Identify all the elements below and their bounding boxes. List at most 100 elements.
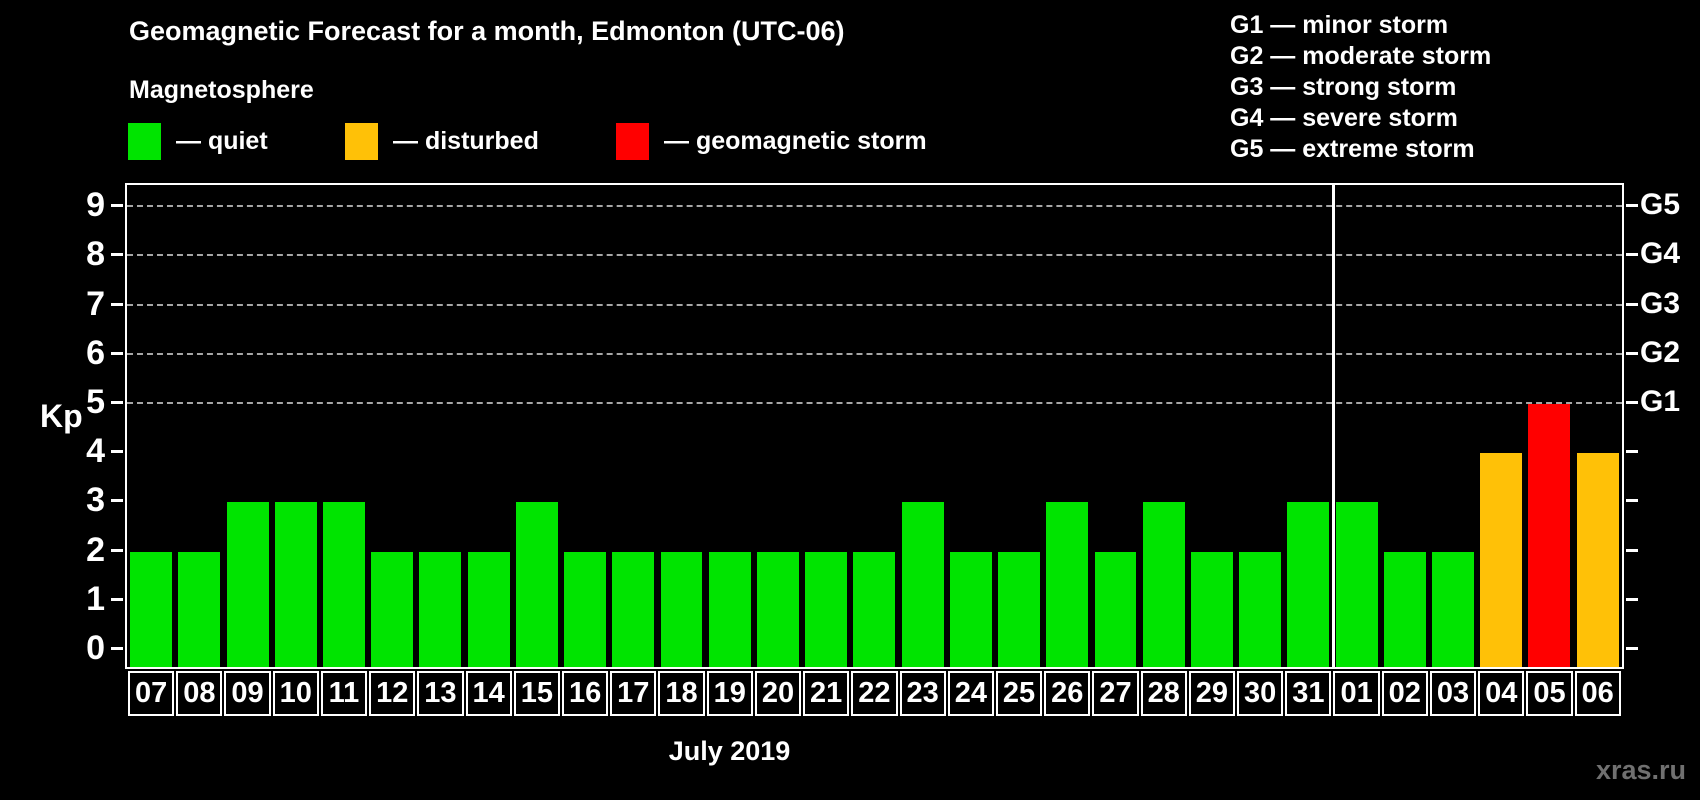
bar-slot-27 bbox=[1091, 185, 1139, 667]
date-cell-26: 26 bbox=[1044, 671, 1091, 716]
gridline-kp-8 bbox=[127, 254, 1622, 257]
left-axis-tick-1 bbox=[111, 597, 123, 601]
y-tick-label-1: 1 bbox=[86, 579, 105, 618]
bar-slot-24 bbox=[947, 185, 995, 667]
kp-bar-23 bbox=[901, 502, 944, 667]
g-scale-legend-line-5: G5 — extreme storm bbox=[1230, 135, 1475, 163]
legend-swatch-disturbed bbox=[345, 122, 378, 160]
kp-bar-17 bbox=[612, 551, 655, 667]
kp-bar-22 bbox=[853, 551, 896, 667]
right-axis-label-g2: G2 bbox=[1640, 335, 1681, 369]
legend-item-disturbed: — disturbed bbox=[345, 121, 539, 161]
gridline-kp-6 bbox=[127, 352, 1622, 355]
right-axis-tick-6 bbox=[1626, 351, 1638, 355]
legend-item-storm: — geomagnetic storm bbox=[616, 121, 927, 161]
gridline-kp-5 bbox=[127, 402, 1622, 404]
left-axis-tick-9 bbox=[111, 204, 123, 208]
date-cell-27: 27 bbox=[1092, 671, 1139, 716]
kp-bar-30 bbox=[1239, 551, 1282, 667]
kp-bar-18 bbox=[660, 551, 703, 667]
kp-bar-03 bbox=[1432, 551, 1474, 667]
date-cell-30: 30 bbox=[1237, 671, 1284, 716]
bar-slot-11 bbox=[320, 185, 368, 667]
date-cell-04: 04 bbox=[1478, 671, 1525, 716]
legend-swatch-storm bbox=[616, 122, 649, 160]
bar-slot-28 bbox=[1140, 185, 1188, 667]
x-axis-title: July 2019 bbox=[668, 736, 791, 766]
kp-bar-31 bbox=[1287, 502, 1330, 667]
date-cell-17: 17 bbox=[610, 671, 657, 716]
g-scale-legend-line-4: G4 — severe storm bbox=[1230, 104, 1458, 132]
bar-slot-25 bbox=[995, 185, 1043, 667]
kp-bar-11 bbox=[323, 502, 365, 667]
left-axis-tick-5 bbox=[111, 401, 123, 404]
right-axis-label-g5: G5 bbox=[1640, 188, 1681, 222]
right-axis-tick-2 bbox=[1626, 548, 1638, 552]
y-tick-label-0: 0 bbox=[86, 629, 105, 667]
kp-bar-19 bbox=[708, 551, 751, 667]
right-axis-tick-5 bbox=[1626, 401, 1638, 404]
legend-label-storm: — geomagnetic storm bbox=[664, 126, 927, 155]
bar-slot-13 bbox=[416, 185, 464, 667]
right-axis-tick-8 bbox=[1626, 253, 1638, 257]
right-axis-g-labels: G1 G2 G3 G4 G5 bbox=[1640, 183, 1700, 669]
kp-bar-21 bbox=[805, 551, 848, 667]
bar-slot-26 bbox=[1043, 185, 1091, 667]
legend-label-disturbed: — disturbed bbox=[393, 126, 539, 155]
bar-slot-31 bbox=[1284, 185, 1332, 667]
right-axis-label-g1: G1 bbox=[1640, 385, 1681, 418]
bar-slot-02 bbox=[1381, 185, 1429, 667]
bar-slot-19 bbox=[706, 185, 754, 667]
bar-slot-03 bbox=[1429, 185, 1477, 667]
g-scale-legend: G1 — minor storm G2 — moderate storm G3 — … bbox=[1230, 10, 1491, 165]
date-cell-21: 21 bbox=[803, 671, 850, 716]
date-cell-16: 16 bbox=[561, 671, 609, 716]
y-axis-tick-labels: 0 1 2 3 4 5 6 7 8 9 bbox=[0, 183, 105, 669]
kp-bar-04 bbox=[1480, 453, 1523, 667]
right-axis-tick-7 bbox=[1626, 302, 1638, 306]
legend-label-quiet: — quiet bbox=[176, 126, 268, 155]
g-scale-legend-line-2: G2 — moderate storm bbox=[1230, 42, 1492, 70]
left-axis-tick-0 bbox=[111, 647, 123, 650]
date-cell-14: 14 bbox=[465, 671, 512, 716]
date-cell-01: 01 bbox=[1333, 671, 1380, 716]
kp-bar-14 bbox=[467, 551, 510, 667]
magnetosphere-legend: — quiet — disturbed — geomagnetic storm bbox=[128, 121, 1128, 161]
kp-bar-06 bbox=[1576, 453, 1619, 667]
legend-swatch-quiet bbox=[128, 122, 161, 160]
y-tick-label-2: 2 bbox=[86, 530, 105, 569]
bar-slot-01 bbox=[1332, 185, 1380, 667]
date-cell-03: 03 bbox=[1429, 671, 1477, 716]
gridline-kp-9 bbox=[127, 205, 1622, 208]
date-cell-19: 19 bbox=[706, 671, 753, 716]
right-axis-tick-0 bbox=[1626, 647, 1638, 650]
kp-bar-08 bbox=[178, 551, 221, 667]
bar-slot-20 bbox=[754, 185, 802, 667]
kp-bar-16 bbox=[564, 551, 607, 667]
right-axis-label-g3: G3 bbox=[1640, 286, 1681, 320]
right-axis-tick-3 bbox=[1626, 499, 1638, 503]
x-axis-date-row: 07 08 09 10 11 12 13 14 15 16 17 18 19 20 21 22 23 24 25 26… bbox=[127, 671, 1622, 716]
bar-slot-23 bbox=[899, 185, 947, 667]
bar-slot-07 bbox=[127, 185, 175, 667]
kp-bar-27 bbox=[1094, 551, 1137, 667]
date-cell-10: 10 bbox=[272, 671, 319, 716]
kp-bar-09 bbox=[226, 502, 269, 667]
date-cell-11: 11 bbox=[320, 671, 368, 716]
kp-bar-12 bbox=[371, 551, 414, 667]
bar-slot-10 bbox=[272, 185, 320, 667]
y-tick-label-4: 4 bbox=[86, 432, 105, 471]
y-axis-title: Kp bbox=[40, 398, 83, 434]
bar-slot-12 bbox=[368, 185, 416, 667]
date-cell-24: 24 bbox=[947, 671, 994, 716]
kp-bar-01 bbox=[1335, 502, 1378, 667]
bar-slot-30 bbox=[1236, 185, 1284, 667]
date-cell-28: 28 bbox=[1140, 671, 1187, 716]
bar-slot-16 bbox=[561, 185, 609, 667]
month-boundary-line bbox=[1331, 185, 1335, 667]
left-axis-tick-6 bbox=[111, 351, 123, 355]
kp-bar-25 bbox=[998, 551, 1041, 667]
bar-slot-17 bbox=[609, 185, 657, 667]
bar-slot-14 bbox=[465, 185, 513, 667]
date-cell-25: 25 bbox=[995, 671, 1043, 716]
